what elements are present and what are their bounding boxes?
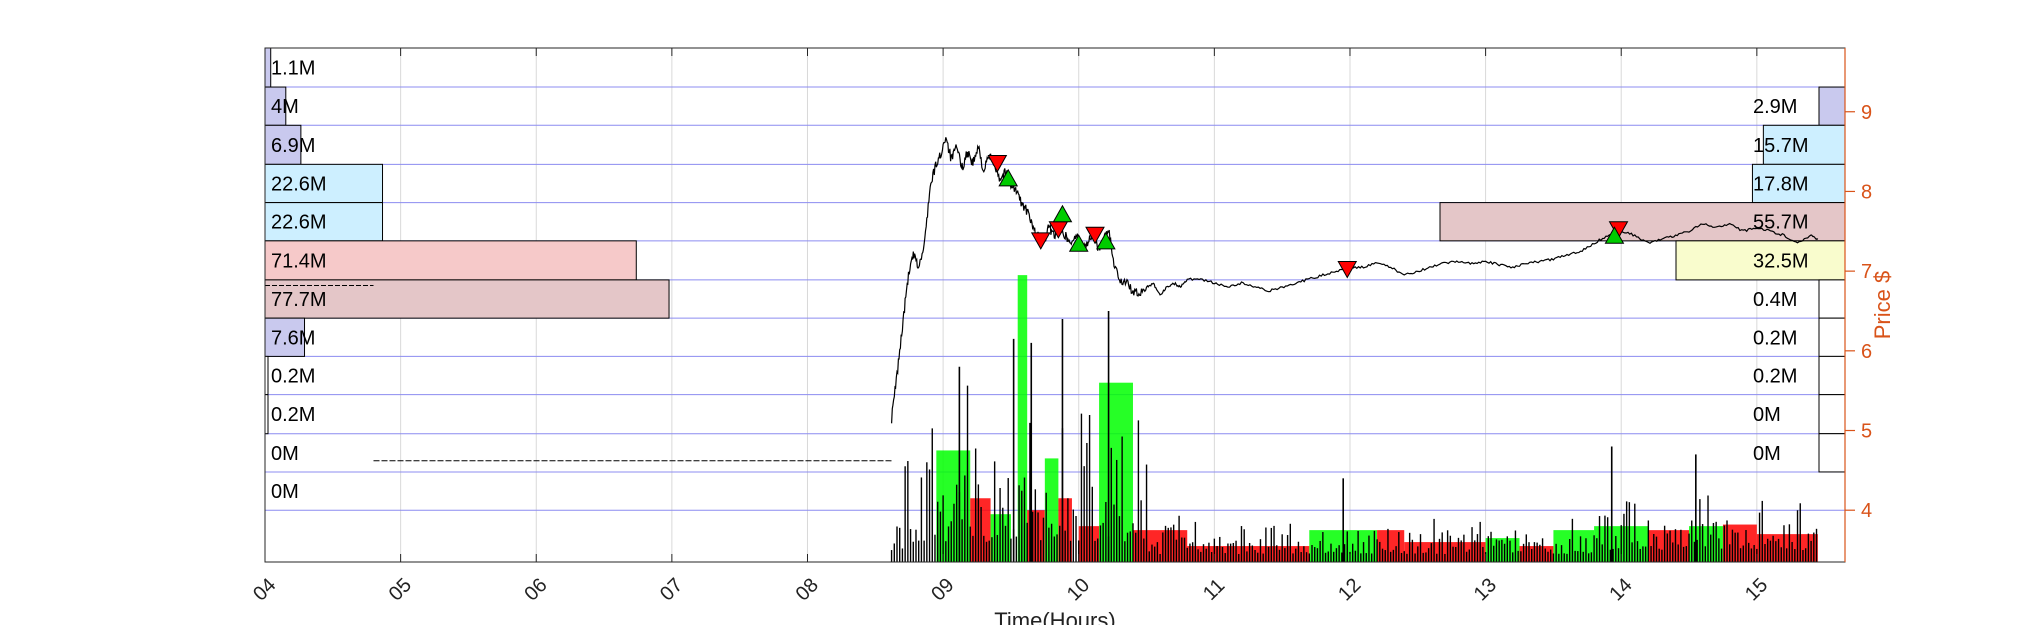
- profile-label-right: 0.2M: [1753, 327, 1797, 349]
- profile-label-left: 6.9M: [271, 135, 315, 157]
- y-tick-label: 8: [1861, 181, 1872, 203]
- profile-bar-left: [264, 47, 272, 88]
- profile-label-right: 0.2M: [1753, 366, 1797, 388]
- profile-bar-left: [264, 279, 670, 319]
- grid: [264, 48, 1845, 562]
- profile-label-right: 55.7M: [1753, 212, 1809, 234]
- trade-markers: [987, 155, 1629, 279]
- sell-marker: [1085, 226, 1105, 245]
- profile-label-left: 7.6M: [271, 327, 315, 349]
- profile-label-right: 0.4M: [1753, 289, 1797, 311]
- y-axis-title: Price $: [1870, 271, 1895, 339]
- y-tick-label: 9: [1861, 102, 1872, 124]
- profile-bar-left: [264, 240, 637, 281]
- profile-label-left: 71.4M: [271, 250, 327, 272]
- y-tick-label: 5: [1861, 421, 1872, 443]
- profile-bar-right: [1675, 240, 1846, 281]
- volume-bars: [890, 275, 1818, 562]
- profile-label-right: 0M: [1753, 443, 1781, 465]
- volume-aggregate-bar: [1404, 542, 1486, 562]
- y-tick-label: 6: [1861, 341, 1872, 363]
- buy-marker: [998, 168, 1019, 187]
- profile-label-left: 0.2M: [271, 404, 315, 426]
- profile-label-left: 77.7M: [271, 289, 327, 311]
- x-tick-label: 14: [1605, 574, 1636, 605]
- profile-label-right: 32.5M: [1753, 250, 1809, 272]
- y-tick-label: 7: [1861, 261, 1872, 283]
- y-tick-label: 4: [1861, 500, 1872, 522]
- profile-bar-right: [1818, 317, 1846, 357]
- profile-bar-right: [1818, 394, 1846, 435]
- profile-bar-right: [1818, 355, 1846, 396]
- price-series: [891, 137, 1819, 424]
- buy-marker: [1068, 234, 1089, 252]
- x-tick-label: 08: [792, 574, 823, 605]
- volume-aggregate-bar: [1648, 530, 1690, 562]
- buy-marker: [1604, 226, 1625, 244]
- price-line: [891, 137, 1819, 424]
- x-tick-label: 04: [249, 574, 280, 605]
- profile-bar-left: [264, 317, 306, 357]
- profile-label-right: 15.7M: [1753, 135, 1809, 157]
- x-tick-label: 10: [1063, 574, 1094, 605]
- profile-label-right: 0M: [1753, 404, 1781, 426]
- profile-label-left: 0M: [271, 443, 299, 465]
- profile-bar-right: [1762, 124, 1846, 165]
- x-tick-label: 07: [656, 574, 687, 605]
- profile-bar-right: [1818, 433, 1846, 473]
- sell-marker: [1337, 261, 1358, 279]
- x-tick-label: 15: [1741, 574, 1772, 605]
- volume-aggregate-bar: [1017, 275, 1028, 562]
- profile-label-left: 0.2M: [271, 366, 315, 388]
- x-tick-label: 05: [385, 574, 416, 605]
- x-tick-label: 12: [1334, 574, 1365, 605]
- sell-marker: [1030, 232, 1051, 250]
- profile-label-left: 1.1M: [271, 58, 315, 80]
- buy-marker: [1096, 231, 1116, 250]
- profile-bar-left: [264, 202, 384, 242]
- x-tick-label: 06: [520, 574, 551, 605]
- profile-bar-right: [1818, 279, 1846, 319]
- sell-marker: [987, 155, 1008, 173]
- volume-aggregate-bar: [1553, 530, 1595, 562]
- profile-label-right: 2.9M: [1753, 96, 1797, 118]
- x-tick-label: 11: [1199, 575, 1229, 605]
- profile-label-right: 17.8M: [1753, 173, 1809, 195]
- buy-marker: [1052, 204, 1073, 223]
- x-axis-title: Time(Hours): [994, 608, 1115, 625]
- profile-label-left: 22.6M: [271, 173, 327, 195]
- profile-label-left: 0M: [271, 481, 299, 503]
- x-tick-label: 13: [1470, 574, 1501, 605]
- x-tick-label: 09: [927, 574, 958, 605]
- profile-bar-right: [1818, 86, 1846, 126]
- profile-label-left: 22.6M: [271, 212, 327, 234]
- profile-label-left: 4M: [271, 96, 299, 118]
